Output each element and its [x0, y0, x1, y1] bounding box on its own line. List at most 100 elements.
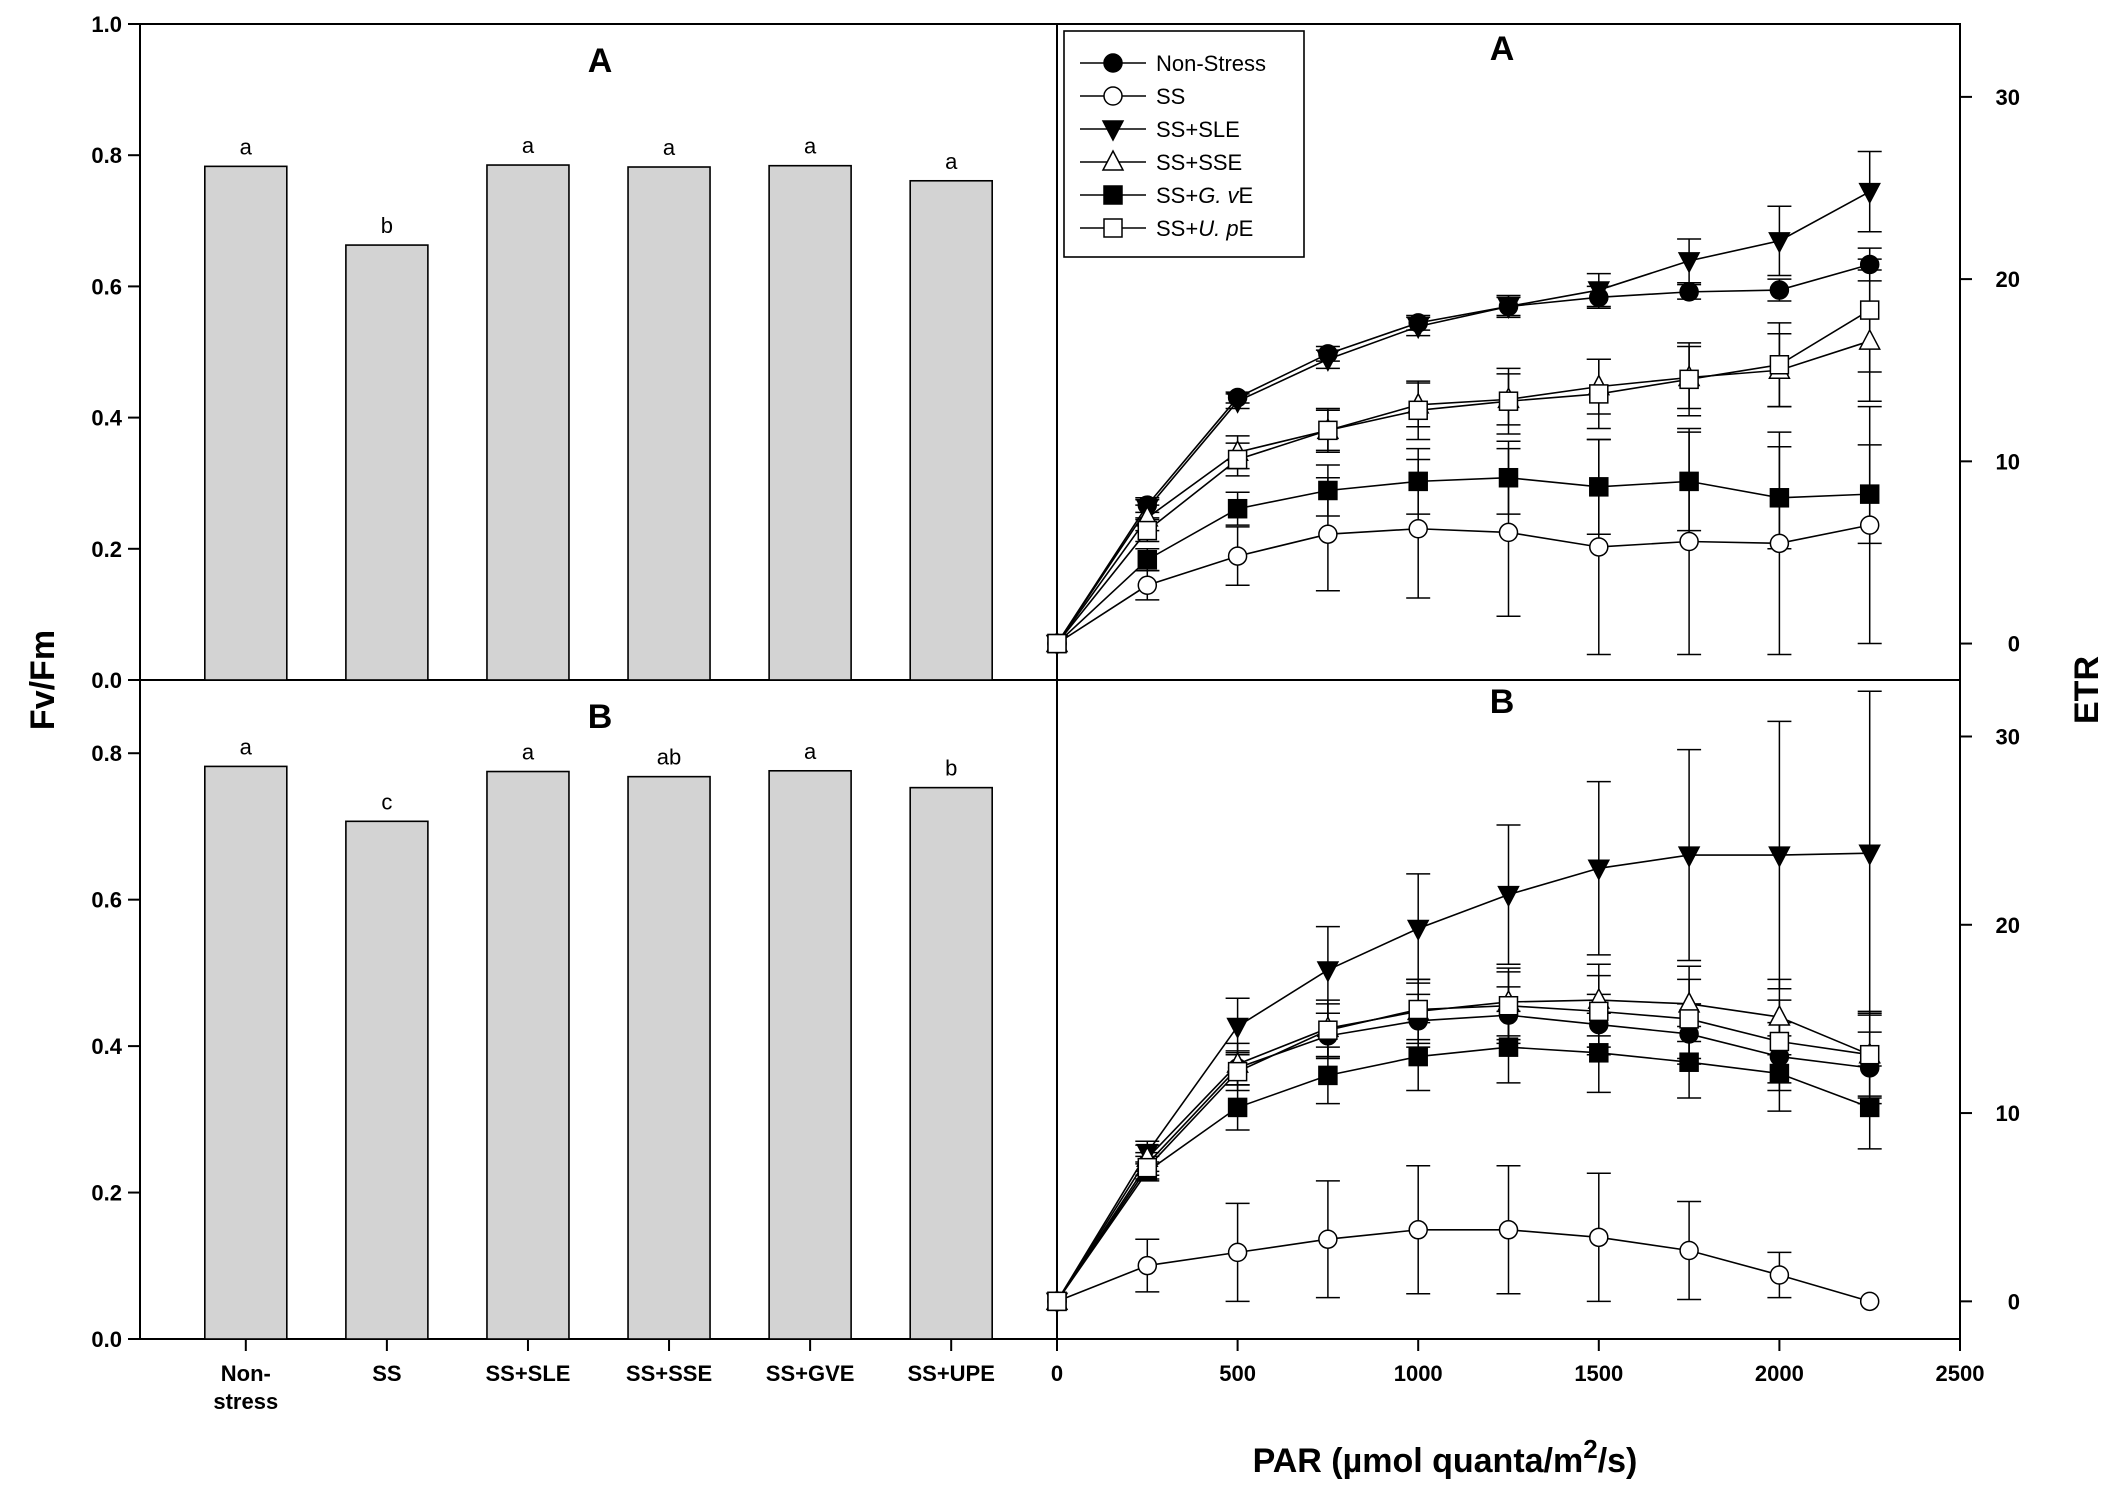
legend-entry-part: E — [1239, 216, 1254, 241]
significance-letter: a — [240, 734, 253, 759]
legend-entry-part: Non-Stress — [1156, 51, 1266, 76]
marker-filled-square — [1318, 480, 1338, 501]
marker-open-circle — [1137, 575, 1158, 595]
marker-filled-square — [1589, 1043, 1609, 1063]
marker-open-circle — [1318, 524, 1338, 544]
bar-ss-sle — [486, 164, 570, 681]
fvfm-y-tick-label: 0.2 — [91, 537, 122, 562]
series-line-non-stress — [1056, 1014, 1870, 1302]
par-x-tick-label: 0 — [1051, 1361, 1063, 1386]
marker-filled-square — [1227, 1097, 1248, 1118]
significance-letter: a — [804, 739, 817, 764]
series-line-ss-sle — [1056, 852, 1870, 1302]
marker-filled-circle — [1769, 280, 1790, 300]
marker-filled-square — [1769, 488, 1790, 508]
legend-entry: Non-Stress — [1156, 51, 1266, 76]
marker-filled-triangle-down — [1497, 297, 1520, 320]
marker-open-square — [1408, 400, 1428, 421]
fvfm-y-tick-label: 0.8 — [91, 143, 122, 168]
marker-open-square — [1769, 1031, 1790, 1052]
category-label: SS+GVE — [766, 1361, 855, 1386]
marker-filled-square — [1227, 498, 1248, 519]
marker-open-square — [1498, 391, 1519, 411]
marker-open-square — [1769, 355, 1790, 375]
bar-non-stress — [204, 765, 288, 1340]
etr-y-tick-label: 10 — [1996, 1101, 2020, 1126]
fvfm-y-tick-label: 0.6 — [91, 888, 122, 913]
line-chart-a: 0 10 20 30 — [1045, 85, 2020, 657]
legend-entry-part: G. v — [1198, 183, 1240, 208]
series-line-ss-g-ve — [1056, 476, 1870, 645]
legend-entry-part: U. p — [1198, 216, 1238, 241]
marker-open-square — [1227, 1061, 1248, 1082]
marker-filled-square — [1859, 1097, 1880, 1118]
marker-filled-triangle-down — [1677, 846, 1701, 868]
bar-chart-a: 0.0 0.2 0.4 0.6 0.8 1.0 a b a a a a — [91, 12, 993, 693]
legend-entry: SS+G. vE — [1156, 183, 1253, 208]
marker-open-square — [1859, 300, 1880, 320]
legend-entry: SS+U. pE — [1156, 216, 1253, 241]
series-line-ss — [1056, 524, 1870, 645]
marker-filled-circle — [1859, 254, 1880, 275]
outer-frame — [139, 23, 1961, 1340]
marker-open-circle — [1679, 531, 1699, 552]
marker-filled-square — [1769, 1063, 1790, 1084]
marker-open-circle — [1859, 1291, 1880, 1312]
par-axis-title: PAR (µmol quanta/m2/s) — [1253, 1434, 1638, 1480]
marker-open-square — [1318, 1020, 1338, 1040]
panel-label-b-right: B — [1490, 683, 1515, 721]
bar-ss-upe — [909, 786, 993, 1340]
etr-y-tick-label: 30 — [1996, 85, 2020, 110]
par-x-tick-label: 1500 — [1574, 1361, 1623, 1386]
marker-filled-square — [1137, 549, 1158, 570]
fvfm-y-tick-label: 1.0 — [91, 12, 122, 37]
marker-open-circle — [1408, 1220, 1428, 1240]
category-label: SS+SLE — [485, 1361, 570, 1386]
bar-ss — [345, 820, 429, 1340]
marker-filled-triangle-down — [1497, 885, 1520, 908]
significance-letter: a — [663, 135, 676, 160]
fvfm-y-tick-label: 0.0 — [91, 668, 122, 693]
legend-entry-part: E — [1239, 183, 1254, 208]
marker-filled-triangle-down — [1101, 120, 1125, 142]
series-line-ss-u-pe — [1056, 1004, 1870, 1302]
marker-open-circle — [1408, 519, 1428, 539]
marker-filled-square — [1679, 1052, 1699, 1072]
marker-filled-triangle-down — [1768, 232, 1791, 254]
bar-ss-upe — [909, 179, 993, 681]
significance-letter: ab — [657, 745, 681, 770]
significance-letter: b — [381, 213, 393, 238]
bar-ss-gve — [768, 769, 852, 1340]
series-line-ss-sle — [1056, 190, 1871, 645]
marker-open-square — [1859, 1044, 1880, 1065]
marker-open-triangle-up — [1101, 149, 1125, 171]
fvfm-y-tick-label: 0.2 — [91, 1181, 122, 1206]
marker-open-circle — [1589, 537, 1609, 557]
bar-ss-sse — [627, 166, 711, 681]
significance-letter: a — [945, 149, 958, 174]
etr-y-tick-label: 20 — [1996, 267, 2020, 292]
significance-letter: a — [522, 133, 535, 158]
marker-open-circle — [1498, 522, 1519, 543]
bar-ss-sse — [627, 775, 711, 1340]
fvfm-y-tick-label: 0.6 — [91, 274, 122, 299]
marker-open-circle — [1769, 533, 1790, 554]
marker-filled-triangle-down — [1768, 846, 1791, 868]
marker-open-triangle-up — [1768, 1004, 1791, 1026]
marker-open-square — [1408, 999, 1428, 1020]
marker-filled-triangle-down — [1587, 281, 1611, 303]
marker-open-square — [1103, 218, 1123, 238]
legend-entry: SS+SLE — [1156, 117, 1240, 142]
series-line-ss — [1056, 1228, 1870, 1303]
legend-entry-part: SS+ — [1156, 216, 1198, 241]
legend-entry-part: SS — [1156, 84, 1185, 109]
marker-open-circle — [1137, 1255, 1158, 1276]
marker-filled-triangle-down — [1406, 317, 1430, 340]
series-line-ss-u-pe — [1056, 309, 1871, 645]
marker-filled-triangle-down — [1226, 392, 1249, 414]
marker-open-square — [1137, 520, 1158, 541]
etr-y-tick-label: 0 — [2008, 632, 2020, 657]
etr-axis-title: ETR — [2068, 656, 2106, 724]
marker-filled-square — [1498, 467, 1519, 488]
